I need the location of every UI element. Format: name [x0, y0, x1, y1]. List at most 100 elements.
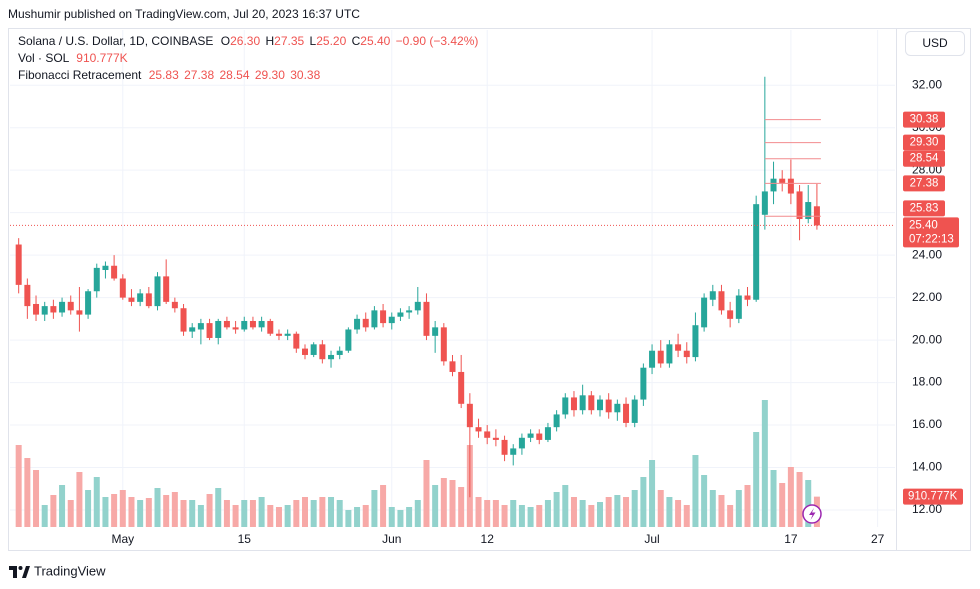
candle-body: [779, 178, 786, 183]
currency-label[interactable]: USD: [922, 36, 948, 50]
volume-bar: [527, 507, 534, 527]
lightning-icon[interactable]: [802, 504, 822, 524]
y-tick-label: 22.00: [912, 290, 942, 304]
candle-body: [683, 350, 690, 358]
volume-bar: [258, 497, 265, 527]
fib-badge: [903, 175, 945, 192]
volume-bar: [397, 510, 404, 527]
y-tick-label: 18.00: [912, 375, 942, 389]
candle-body: [597, 399, 603, 411]
candle-body: [119, 278, 126, 298]
volume-bar: [406, 507, 413, 527]
y-tick-label: 32.00: [912, 77, 942, 91]
candle-body: [154, 276, 161, 307]
volume-bar: [345, 510, 352, 527]
volume-bar: [614, 495, 621, 527]
candle-body: [623, 403, 630, 423]
candle-body: [458, 371, 465, 404]
volume-badge-label: 910.777K: [908, 491, 958, 503]
volume-bar: [171, 492, 178, 527]
candle-body: [414, 301, 421, 311]
volume-bar: [197, 505, 204, 527]
volume-bar: [145, 498, 152, 527]
volume-value: 910.777K: [76, 51, 127, 65]
volume-bar: [787, 467, 794, 527]
candle-body: [423, 301, 430, 336]
volume-bar: [475, 497, 482, 527]
candle-body: [640, 367, 647, 400]
volume-bar: [371, 490, 378, 527]
x-tick-label: Jul: [644, 532, 659, 546]
volume-bar: [223, 500, 230, 527]
fib-value: 25.83: [149, 68, 179, 82]
candle-body: [675, 344, 682, 351]
volume-bar: [76, 472, 83, 527]
currency-button[interactable]: [905, 31, 965, 56]
volume-bar: [649, 460, 656, 527]
candle-body: [293, 333, 300, 349]
candle-body: [666, 344, 673, 364]
candle-body: [553, 414, 560, 428]
volume-bar: [484, 500, 491, 527]
candle-body: [310, 344, 317, 355]
fib-value: 30.38: [290, 68, 320, 82]
volume-name: Vol · SOL: [18, 51, 70, 65]
volume-bar: [683, 505, 690, 527]
ohlc-key: C: [352, 34, 361, 48]
volume-bar: [310, 500, 317, 527]
candle-body: [267, 320, 274, 334]
candle-body: [649, 350, 656, 368]
candle-body: [727, 310, 734, 319]
logo-slash: [22, 566, 30, 578]
logo-dot: [18, 566, 23, 570]
candle-body: [527, 433, 534, 438]
fib-badge-label: 28.54: [910, 153, 939, 165]
candle-body: [397, 312, 404, 317]
candle-body: [67, 301, 74, 311]
fib-badge-label: 29.30: [910, 137, 939, 149]
candle-body: [206, 323, 213, 338]
volume-bar: [163, 495, 170, 527]
volume-bar: [293, 500, 300, 527]
candle-body: [284, 333, 291, 336]
candle-body: [466, 403, 473, 428]
candle-body: [33, 303, 40, 315]
volume-bar: [449, 480, 456, 527]
candle-body: [362, 318, 369, 328]
chart-frame: [8, 28, 971, 551]
volume-bar: [562, 485, 569, 527]
y-tick-label: 12.00: [912, 502, 942, 516]
candle-body: [735, 295, 742, 319]
published-note: Mushumir published on TradingView.com, J…: [8, 7, 360, 21]
candle-body: [692, 325, 699, 358]
volume-bar: [249, 500, 256, 527]
brand: TradingView: [34, 563, 106, 578]
ohlc-key: H: [265, 34, 274, 48]
icon-bolt[interactable]: [809, 508, 816, 520]
volume-bar: [597, 502, 603, 527]
candle-body: [518, 437, 525, 449]
ohlc-value: 25.40: [360, 34, 390, 48]
volume-bar: [640, 477, 647, 527]
candle-body: [59, 301, 66, 313]
logo-mark: [9, 566, 17, 578]
candle-body: [258, 320, 265, 328]
fib-badge: [903, 150, 945, 167]
volume-bar: [24, 458, 31, 527]
candle-body: [275, 333, 282, 336]
candle-body: [753, 204, 760, 300]
candle-body: [510, 448, 517, 455]
volume-bar: [111, 494, 118, 527]
candle-body: [215, 320, 222, 338]
fib-badge: [903, 134, 945, 151]
volume-bar: [718, 495, 725, 527]
volume-bar: [432, 485, 439, 527]
last-price-label: 25.40: [909, 219, 938, 231]
x-tick-label: 17: [784, 532, 798, 546]
volume-bar: [414, 500, 421, 527]
candle-body: [761, 191, 768, 215]
candle-body: [787, 178, 794, 194]
candle-body: [345, 329, 352, 351]
